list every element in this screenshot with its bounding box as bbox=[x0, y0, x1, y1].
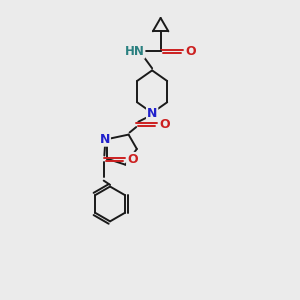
Text: O: O bbox=[160, 118, 170, 131]
Text: O: O bbox=[127, 153, 138, 166]
Text: N: N bbox=[100, 133, 110, 146]
Text: N: N bbox=[147, 107, 157, 120]
Text: HN: HN bbox=[124, 45, 144, 58]
Text: O: O bbox=[185, 45, 196, 58]
